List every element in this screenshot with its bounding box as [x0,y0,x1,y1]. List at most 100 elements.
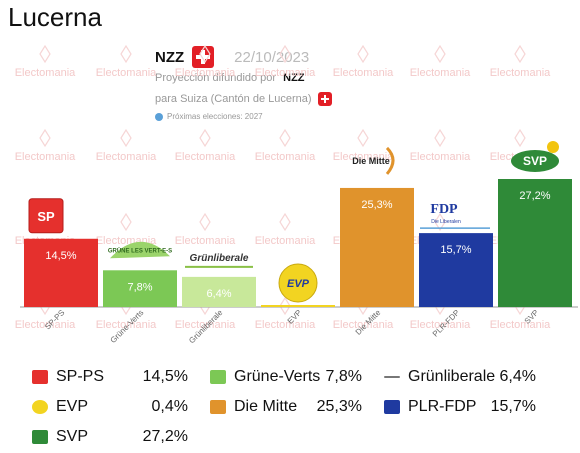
legend-label: Grüne-Verts [234,368,321,385]
bar-value-label: 6,4% [206,288,231,300]
watermark-text: Electomania [255,235,316,247]
watermark-logo-icon [279,212,291,232]
legend: SP-PS 14,5% Grüne-Verts 7,8% Grünliberale 6,4… [0,360,580,453]
sp-logo-text: SP [37,209,55,224]
gruenliberale-logo-text: Grünliberale [190,253,249,264]
watermark-text: Electomania [96,151,157,163]
legend-value: 6,4% [499,368,536,385]
watermark-text: Electomania [333,67,394,79]
legend-item-die-mitte: Die Mitte [210,398,297,416]
legend-item-sp-ps: SP-PS [32,368,104,386]
watermark-logo-icon [434,128,446,148]
gr-ne-verts-logo-icon [210,370,226,384]
gruene-logo-text: GRÜNE LES VERT-E-S [108,247,172,254]
country-text: para Suiza (Cantón de Lucerna) [155,93,312,105]
bar-plr-fdp [419,233,493,307]
projection-line: Proyección difundido por NZZ [155,72,305,84]
evp-logo-icon [278,263,318,303]
svp-sun-icon [547,141,559,153]
watermark-text: Electomania [175,235,236,247]
legend-value: 15,7% [490,398,536,415]
watermark-logo-icon [357,128,369,148]
page-title: Lucerna [8,2,102,32]
legend-item-svp: SVP [32,428,88,446]
watermark-logo-icon [120,212,132,232]
watermark-text: Electomania [255,319,316,331]
evp-logo-icon [32,400,48,414]
bar-die mitte [340,187,414,307]
svp-logo-icon [511,150,559,172]
legend-item-gr-ne-verts: Grüne-Verts [210,368,320,386]
gr-nliberale-logo-icon [384,376,400,378]
country-line: para Suiza (Cantón de Lucerna) [155,92,332,106]
svp-logo-text: SVP [523,154,547,168]
watermark-logo-icon [434,212,446,232]
watermark-logo-icon [199,44,211,64]
watermark-text: Electomania [333,151,394,163]
watermark-text: Electomania [15,319,76,331]
bar-value-label: 25,3% [361,199,392,211]
bar-value-label: 14,5% [45,250,76,262]
watermark-text: Electomania [410,67,471,79]
fdp-logo-text: FDP [430,202,458,217]
legend-value: 27,2% [142,428,188,445]
swiss-flag-small-icon [317,92,332,106]
legend-item-plr-fdp: PLR-FDP [384,398,476,416]
bar-grüne-verts [103,270,177,307]
watermark-logo-icon [279,44,291,64]
watermark-logo-icon [434,44,446,64]
globe-icon [155,112,163,121]
gruene-logo-icon [110,241,170,259]
bar-grünliberale [182,276,256,307]
bar-value-label: 15,7% [440,244,471,256]
legend-label: EVP [56,398,89,415]
watermark-logo-icon [199,212,211,232]
watermark-logo-icon [514,128,526,148]
watermark-text: Electomania [175,67,236,79]
bar-sp-ps [24,238,98,307]
watermark-logo-icon [120,128,132,148]
fdp-logo-subtext: Die Liberalen [431,219,461,225]
legend-label: Grünliberale [408,368,496,385]
evp-logo-text: EVP [287,278,310,290]
watermark-text: Electomania [333,319,394,331]
next-elections-line: Próximas elecciones: 2027 [155,112,263,121]
pollster-name: NZZ [155,48,185,66]
next-elections-text: Próximas elecciones: 2027 [167,112,263,121]
plr-fdp-logo-icon [384,400,400,414]
watermark-text: Electomania [15,67,76,79]
watermark-text: Electomania [175,151,236,163]
watermark-text: Electomania [490,319,551,331]
legend-label: Die Mitte [234,398,298,415]
watermark-text: Electomania [96,319,157,331]
watermark-logo-icon [39,44,51,64]
bar-value-label: 27,2% [519,190,550,202]
die-mitte-logo-text: Die Mitte [352,156,390,166]
legend-value: 25,3% [316,398,362,415]
watermark-logo-icon [279,128,291,148]
svp-logo-icon [32,430,48,444]
bar-svp [498,179,572,307]
watermark-text: Electomania [175,319,236,331]
watermark-text: Electomania [255,67,316,79]
legend-label: PLR-FDP [408,398,477,415]
watermark-text: Electomania [96,67,157,79]
bar-chart: Electomania Electomania Electomania Electom… [15,44,578,345]
legend-item-gr-nliberale: Grünliberale [384,368,495,386]
legend-label: SVP [56,428,89,445]
watermark-text: Electomania [255,151,316,163]
watermark-text: Electomania [15,151,76,163]
projection-prefix: Proyección difundido por [155,72,277,84]
legend-value: 7,8% [325,368,362,385]
poll-date: 22/10/2023 [234,48,310,66]
watermark-logo-icon [357,44,369,64]
die-mitte-logo-icon [385,146,395,175]
watermark-logo-icon [514,44,526,64]
die-mitte-logo-icon [210,400,226,414]
bar-value-label: 7,8% [127,281,152,293]
watermark-logo-icon [39,128,51,148]
watermark-text: Electomania [490,67,551,79]
legend-item-evp: EVP [32,398,88,416]
watermark-logo-icon [199,128,211,148]
watermark-logo-icon [120,44,132,64]
